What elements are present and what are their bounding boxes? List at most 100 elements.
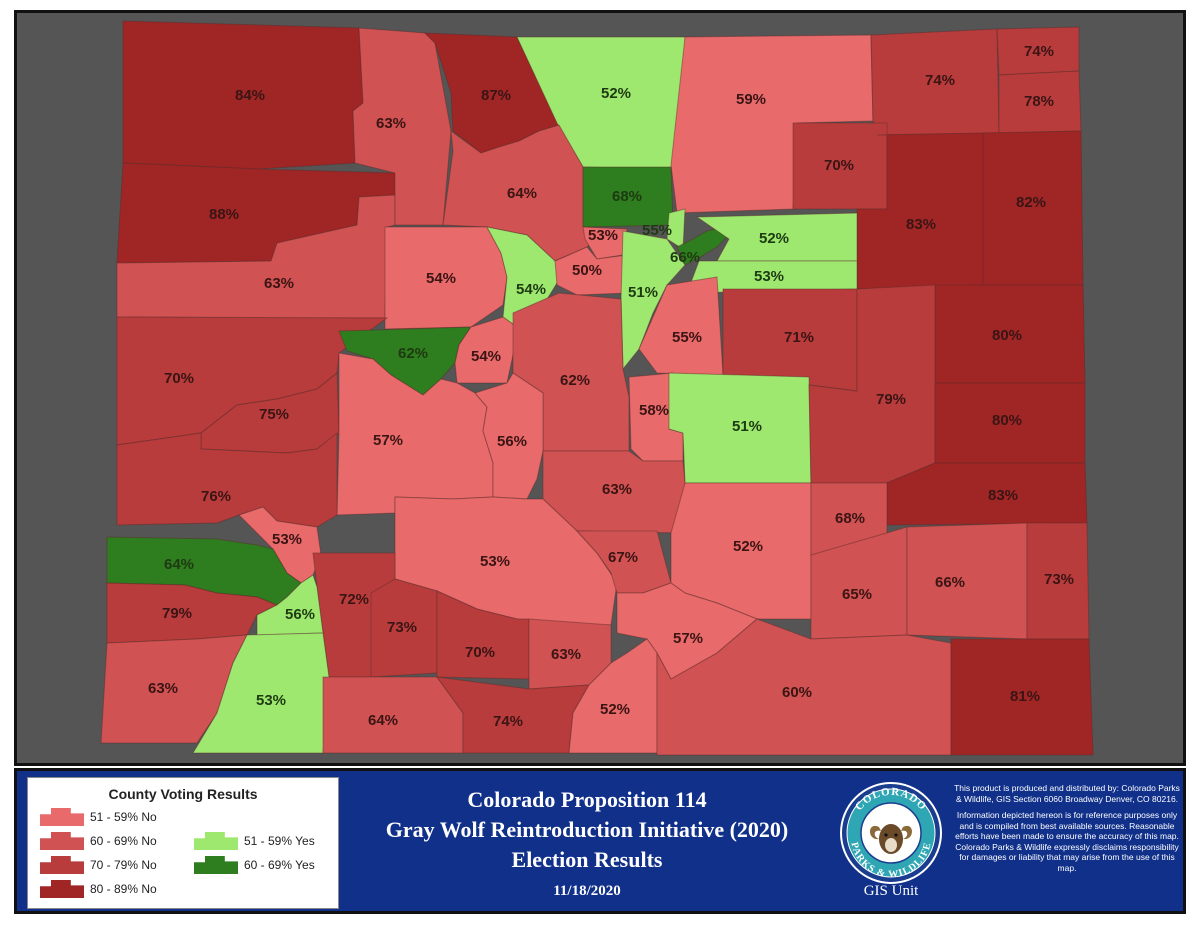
legend-swatch (40, 832, 84, 850)
county-percent-label: 58% (639, 402, 669, 419)
county-region (568, 638, 658, 754)
county-region (950, 638, 1094, 756)
title-line-1: Colorado Proposition 114 (467, 787, 707, 812)
county-percent-label: 54% (426, 270, 456, 287)
county-region (192, 632, 330, 754)
title-line-2: Gray Wolf Reintroduction Initiative (202… (385, 817, 789, 842)
county-percent-label: 52% (601, 85, 631, 102)
county-percent-label: 63% (602, 481, 632, 498)
county-percent-label: 67% (608, 549, 638, 566)
county-percent-label: 64% (507, 185, 537, 202)
county-percent-label: 53% (588, 227, 618, 244)
county-percent-label: 53% (272, 531, 302, 548)
county-percent-label: 75% (259, 406, 289, 423)
county-percent-label: 68% (612, 188, 642, 205)
county-percent-label: 80% (992, 412, 1022, 429)
county-percent-label: 52% (600, 701, 630, 718)
county-percent-label: 82% (1016, 194, 1046, 211)
map-title: Colorado Proposition 114 Gray Wolf Reint… (347, 785, 827, 875)
county-percent-label: 78% (1024, 93, 1054, 110)
county-percent-label: 70% (465, 644, 495, 661)
legend-label: 51 - 59% Yes (244, 834, 315, 848)
county-percent-label: 76% (201, 488, 231, 505)
colorado-county-map: 84% 88% 63% 63% 87% 52% 59% 74% 74% 78% 64% 68% 70% 8… (100, 20, 1094, 756)
disclaimer: This product is produced and distributed… (951, 783, 1183, 879)
county-percent-label: 83% (906, 216, 936, 233)
county-percent-label: 55% (642, 222, 672, 239)
legend-swatch (194, 832, 238, 850)
legend-label: 60 - 69% Yes (244, 858, 315, 872)
county-percent-label: 83% (988, 487, 1018, 504)
county-percent-label: 50% (572, 262, 602, 279)
county-percent-label: 84% (235, 87, 265, 104)
legend-swatch (40, 880, 84, 898)
county-percent-label: 62% (560, 372, 590, 389)
title-line-3: Election Results (511, 847, 663, 872)
legend-item-no-60-69: 60 - 69% No (40, 832, 157, 850)
county-percent-label: 70% (164, 370, 194, 387)
legend-label: 51 - 59% No (90, 810, 157, 824)
legend-item-no-80-89: 80 - 89% No (40, 880, 157, 898)
legend-label: 80 - 89% No (90, 882, 157, 896)
county-percent-label: 65% (842, 586, 872, 603)
legend: County Voting Results 51 - 59% No 60 - 6… (27, 777, 339, 909)
county-percent-label: 51% (628, 284, 658, 301)
legend-item-no-51-59: 51 - 59% No (40, 808, 157, 826)
county-percent-label: 62% (398, 345, 428, 362)
county-region (656, 618, 952, 756)
map-frame: 84% 88% 63% 63% 87% 52% 59% 74% 74% 78% 64% 68% 70% 8… (14, 10, 1186, 766)
legend-swatch (40, 808, 84, 826)
legend-swatch (40, 856, 84, 874)
county-percent-label: 64% (368, 712, 398, 729)
map-date: 11/18/2020 (553, 883, 621, 899)
county-percent-label: 73% (387, 619, 417, 636)
legend-label: 60 - 69% No (90, 834, 157, 848)
cpw-logo: COLORADO PARKS & WILDLIFE (840, 782, 942, 884)
county-percent-label: 72% (339, 591, 369, 608)
county-percent-label: 60% (782, 684, 812, 701)
county-percent-label: 68% (835, 510, 865, 527)
county-region (638, 276, 724, 376)
county-percent-label: 88% (209, 206, 239, 223)
county-percent-label: 59% (736, 91, 766, 108)
county-region (116, 431, 338, 528)
county-percent-label: 66% (935, 574, 965, 591)
county-region (582, 226, 628, 260)
county-percent-label: 54% (516, 281, 546, 298)
legend-item-no-70-79: 70 - 79% No (40, 856, 157, 874)
county-percent-label: 87% (481, 87, 511, 104)
county-percent-label: 56% (285, 606, 315, 623)
county-percent-label: 81% (1010, 688, 1040, 705)
disclaimer-reference: Information depicted hereon is for refer… (955, 810, 1179, 873)
county-percent-label: 52% (733, 538, 763, 555)
county-percent-label: 74% (493, 713, 523, 730)
county-percent-label: 57% (373, 432, 403, 449)
county-percent-label: 52% (759, 230, 789, 247)
county-percent-label: 70% (824, 157, 854, 174)
county-percent-label: 63% (551, 646, 581, 663)
county-region (906, 522, 1028, 640)
legend-label: 70 - 79% No (90, 858, 157, 872)
county-percent-label: 53% (480, 553, 510, 570)
county-percent-label: 55% (672, 329, 702, 346)
legend-title: County Voting Results (108, 786, 258, 802)
gis-unit-label: GIS Unit (863, 883, 919, 899)
county-percent-label: 63% (264, 275, 294, 292)
county-percent-label: 79% (162, 605, 192, 622)
legend-swatch (194, 856, 238, 874)
county-percent-label: 54% (471, 348, 501, 365)
county-region (620, 230, 686, 371)
county-percent-label: 79% (876, 391, 906, 408)
county-percent-label: 66% (670, 249, 700, 266)
county-percent-label: 71% (784, 329, 814, 346)
county-percent-label: 51% (732, 418, 762, 435)
disclaimer-producer: This product is produced and distributed… (954, 783, 1180, 804)
county-percent-label: 73% (1044, 571, 1074, 588)
county-percent-label: 63% (376, 115, 406, 132)
county-percent-label: 64% (164, 556, 194, 573)
county-region (352, 27, 452, 226)
county-percent-label: 63% (148, 680, 178, 697)
county-percent-label: 53% (256, 692, 286, 709)
county-region (676, 226, 730, 266)
county-percent-label: 53% (754, 268, 784, 285)
